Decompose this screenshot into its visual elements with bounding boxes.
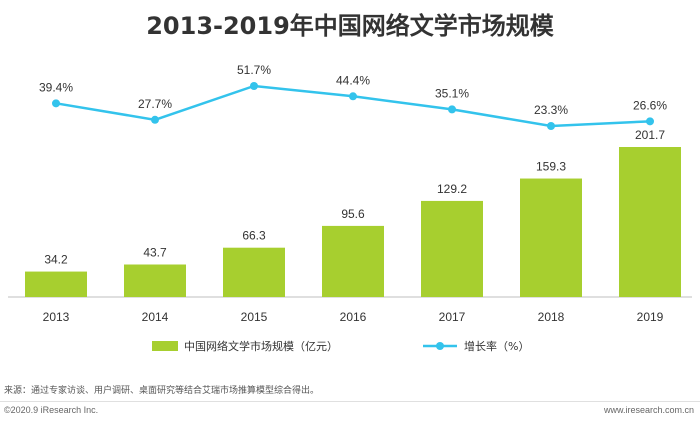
- growth-label-2014: 27.7%: [138, 97, 172, 111]
- x-tick-2016: 2016: [340, 310, 367, 324]
- growth-point-2015: [250, 82, 258, 90]
- growth-point-2017: [448, 105, 456, 114]
- growth-point-2014: [151, 115, 159, 124]
- legend-bar-label: 中国网络文学市场规模（亿元）: [184, 339, 338, 353]
- growth-label-2013: 39.4%: [39, 80, 73, 94]
- bar-label-2014: 43.7: [143, 246, 167, 260]
- x-tick-2019: 2019: [637, 310, 664, 324]
- growth-label-2018: 23.3%: [534, 103, 568, 117]
- x-tick-2017: 2017: [439, 310, 466, 324]
- legend-line-label: 增长率（%）: [464, 339, 529, 353]
- copyright: ©2020.9 iResearch Inc.: [4, 405, 99, 415]
- legend-bar-swatch: [152, 341, 178, 351]
- growth-point-2018: [547, 122, 555, 130]
- growth-point-2016: [349, 92, 357, 101]
- growth-point-2013: [52, 99, 60, 108]
- legend-line-marker: [436, 342, 444, 350]
- chart-area: 34.2 43.7 66.3 95.6 129.2 159.3 201.7 2013 2014 2…: [8, 63, 692, 353]
- bar-label-2015: 66.3: [242, 229, 266, 243]
- bar-2016: [322, 225, 384, 297]
- source-note: 来源：通过专家访谈、用户调研、桌面研究等结合艾瑞市场推算模型综合得出。: [4, 386, 320, 396]
- growth-label-2016: 44.4%: [336, 73, 370, 87]
- x-tick-2015: 2015: [241, 310, 268, 324]
- website: www.iresearch.com.cn: [603, 405, 694, 415]
- bar-label-2018: 159.3: [536, 160, 566, 174]
- bar-label-2016: 95.6: [341, 207, 365, 221]
- x-tick-2014: 2014: [142, 310, 169, 324]
- bar-2015: [223, 247, 285, 297]
- chart-title: 2013-2019年中国网络文学市场规模: [146, 12, 554, 40]
- bar-2014: [124, 264, 186, 297]
- bar-2019: [619, 147, 681, 297]
- bar-2018: [520, 178, 582, 297]
- x-tick-2018: 2018: [538, 310, 565, 324]
- bar-2017: [421, 200, 483, 297]
- x-tick-2013: 2013: [43, 310, 70, 324]
- growth-label-2015: 51.7%: [237, 63, 271, 77]
- growth-point-2019: [646, 117, 654, 126]
- growth-label-2017: 35.1%: [435, 86, 469, 100]
- bar-label-2017: 129.2: [437, 182, 467, 196]
- footer-divider: [0, 401, 700, 402]
- bar-2013: [25, 271, 87, 297]
- bar-label-2019: 201.7: [635, 128, 665, 142]
- bar-label-2013: 34.2: [44, 253, 68, 267]
- growth-label-2019: 26.6%: [633, 98, 667, 112]
